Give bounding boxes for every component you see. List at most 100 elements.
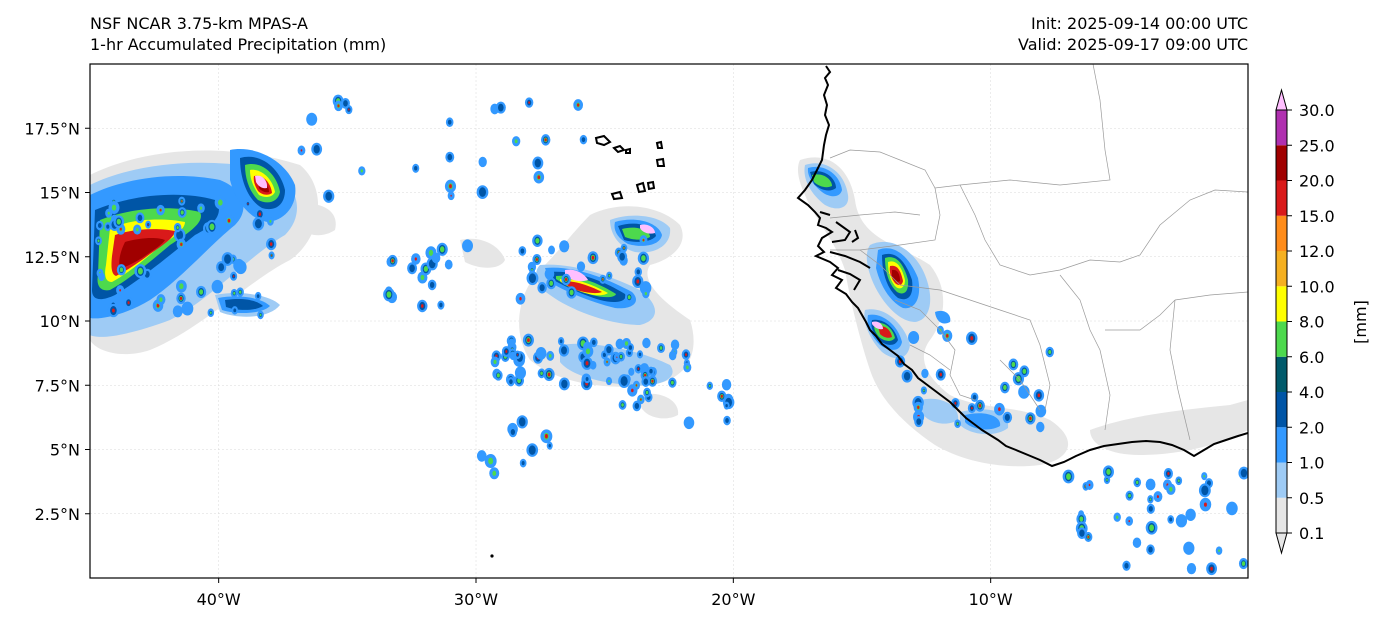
convective-cell xyxy=(1113,512,1121,522)
convective-cell xyxy=(181,301,194,316)
convective-cell xyxy=(632,380,641,390)
convective-cell xyxy=(913,401,923,414)
convective-cell xyxy=(223,214,235,227)
convective-cell xyxy=(1103,475,1111,485)
convective-cell xyxy=(532,254,542,266)
convective-cell xyxy=(1125,516,1134,526)
colorbar-extend-min xyxy=(1275,532,1288,555)
convective-cell xyxy=(484,454,497,469)
colorbar-tick-label: 1.0 xyxy=(1299,454,1324,473)
convective-cell xyxy=(447,191,455,201)
latitude-axis: 17.5°N 15°N 12.5°N 10°N 7.5°N 5°N 2.5°N xyxy=(24,119,90,524)
convective-cell xyxy=(642,288,650,299)
convective-cell xyxy=(1238,466,1248,480)
convective-cell xyxy=(1000,381,1010,394)
convective-cell xyxy=(507,376,515,387)
convective-cell xyxy=(1175,514,1188,528)
convective-cell xyxy=(920,386,927,395)
convective-cell xyxy=(1163,468,1173,480)
colorbar-tick-label: 0.1 xyxy=(1299,524,1324,543)
convective-cell xyxy=(625,292,634,303)
convective-cell xyxy=(1153,491,1163,503)
convective-cell xyxy=(311,142,323,156)
convective-cell xyxy=(306,112,318,126)
precipitation-field xyxy=(90,94,1248,576)
convective-cell xyxy=(1019,365,1030,378)
convective-cell xyxy=(1077,527,1087,540)
convective-cell xyxy=(1167,515,1175,524)
convective-cell xyxy=(519,458,527,468)
lon-tick-label: 20°W xyxy=(711,590,755,609)
convective-cell xyxy=(1166,483,1176,495)
colorbar-segment xyxy=(1276,251,1287,287)
lat-tick-label: 10°N xyxy=(40,312,80,331)
convective-cell xyxy=(1198,483,1211,498)
convective-cell xyxy=(914,416,924,428)
lat-tick-label: 15°N xyxy=(40,184,80,203)
convective-cell xyxy=(603,357,611,367)
convective-cell xyxy=(615,338,625,350)
colorbar-segment xyxy=(1276,427,1287,463)
convective-cell xyxy=(1125,490,1134,501)
coastline xyxy=(796,65,1248,468)
convective-cell xyxy=(508,426,518,438)
convective-cell xyxy=(557,337,565,346)
convective-cell xyxy=(1132,537,1142,548)
convective-cell xyxy=(558,344,570,357)
convective-cell xyxy=(266,237,277,251)
lat-tick-label: 2.5°N xyxy=(35,505,80,524)
valid-time: Valid: 2025-09-17 09:00 UTC xyxy=(1017,35,1248,54)
convective-cell xyxy=(1145,520,1158,535)
convective-cell xyxy=(566,286,577,299)
convective-cell xyxy=(544,268,555,280)
convective-cell xyxy=(156,294,166,306)
convective-cell xyxy=(268,251,275,260)
cape-verde-islands xyxy=(594,134,666,201)
convective-cell xyxy=(954,419,961,429)
convective-cell xyxy=(617,250,628,263)
convective-cell xyxy=(177,207,187,218)
convective-cell xyxy=(532,234,543,248)
convective-cell xyxy=(668,350,677,361)
convective-cell xyxy=(214,195,227,210)
convective-cell xyxy=(620,243,628,253)
convective-cell xyxy=(383,287,395,302)
convective-cell xyxy=(176,238,187,251)
colorbar: 0.1 0.5 1.0 2.0 4.0 6.0 8.0 10.0 12.0 15.0 20.0 25.… xyxy=(1275,88,1335,555)
convective-cell xyxy=(540,134,551,146)
colorbar-extend-max xyxy=(1275,88,1288,111)
convective-cell xyxy=(628,367,635,376)
colorbar-tick-label: 30.0 xyxy=(1299,101,1335,120)
convective-cell xyxy=(1025,412,1036,425)
convective-cell xyxy=(579,134,588,145)
convective-cell xyxy=(532,156,544,170)
convective-cell xyxy=(515,292,526,305)
convective-cell xyxy=(599,274,607,284)
convective-cell xyxy=(970,392,979,403)
convective-cell xyxy=(206,219,218,234)
convective-cell xyxy=(134,264,147,279)
convective-cell xyxy=(476,450,487,462)
convective-cell xyxy=(657,342,666,354)
convective-cell xyxy=(323,189,335,203)
convective-cell xyxy=(516,415,528,429)
convective-cell xyxy=(626,342,634,353)
map-title-block: NSF NCAR 3.75-km MPAS-A 1-hr Accumulated… xyxy=(90,13,386,55)
convective-cell xyxy=(582,344,594,358)
convective-cell xyxy=(535,346,547,360)
convective-cell xyxy=(211,279,224,294)
convective-cell xyxy=(1102,465,1114,479)
convective-cell xyxy=(632,400,642,412)
convective-cell xyxy=(681,349,691,360)
convective-cell xyxy=(942,329,953,342)
convective-cell xyxy=(98,272,105,282)
convective-cell xyxy=(105,208,113,218)
colorbar-tick-label: 15.0 xyxy=(1299,207,1335,226)
convective-cell xyxy=(559,240,570,253)
lat-tick-label: 7.5°N xyxy=(35,376,80,395)
convective-cell xyxy=(490,356,500,368)
convective-cell xyxy=(683,416,695,430)
colorbar-tick-label: 10.0 xyxy=(1299,277,1335,296)
convective-cell xyxy=(1183,541,1195,555)
